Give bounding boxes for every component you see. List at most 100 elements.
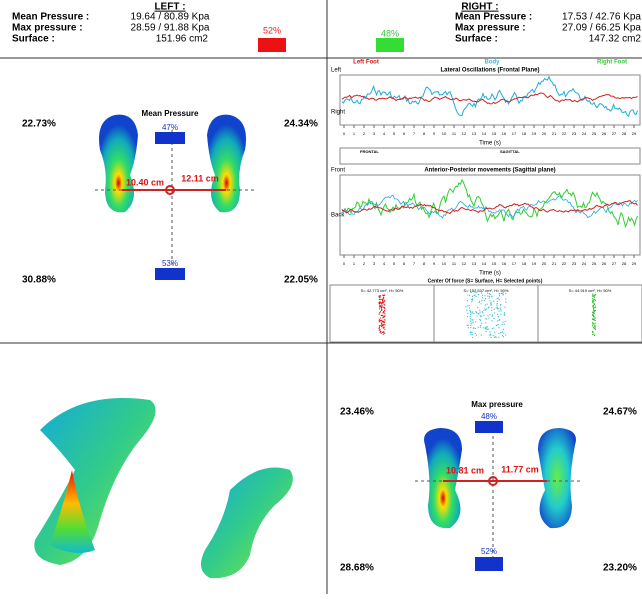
cof-point bbox=[486, 309, 487, 310]
axis-label: Time (s) bbox=[479, 141, 501, 147]
cof-point bbox=[482, 295, 483, 296]
cof-point bbox=[595, 307, 596, 308]
cof-point bbox=[381, 307, 382, 308]
cof-point bbox=[382, 317, 383, 318]
cof-point bbox=[502, 324, 503, 325]
cof-point bbox=[594, 313, 595, 314]
tick-label: 22 bbox=[562, 261, 567, 266]
cof-point bbox=[382, 324, 383, 325]
tick-label: 29 bbox=[632, 131, 637, 136]
plot-frame bbox=[340, 75, 640, 125]
cof-point bbox=[480, 303, 481, 304]
cof-point bbox=[488, 307, 489, 308]
cof-point bbox=[492, 315, 493, 316]
cof-point bbox=[498, 320, 499, 321]
cof-point bbox=[595, 327, 596, 328]
tick-label: 25 bbox=[592, 261, 597, 266]
cof-point bbox=[472, 311, 473, 312]
cof-point bbox=[480, 327, 481, 328]
cof-point bbox=[382, 303, 383, 304]
tick-label: 7 bbox=[413, 131, 416, 136]
cof-point bbox=[491, 316, 492, 317]
axis-label: Left bbox=[331, 68, 341, 74]
back: 52% bbox=[481, 547, 497, 556]
tick-label: 27 bbox=[612, 261, 617, 266]
cof-point bbox=[384, 327, 385, 328]
cof-point bbox=[497, 320, 498, 321]
cof-point bbox=[595, 317, 596, 318]
badge bbox=[258, 38, 286, 52]
cof-point bbox=[384, 315, 385, 316]
cof-point bbox=[383, 295, 384, 296]
tick-label: 18 bbox=[522, 131, 527, 136]
cof-point bbox=[593, 314, 594, 315]
cof-point bbox=[500, 314, 501, 315]
cof-point bbox=[594, 299, 595, 300]
cof-point bbox=[472, 298, 473, 299]
cof-point bbox=[489, 297, 490, 298]
cof-point bbox=[593, 319, 594, 320]
cof-point bbox=[492, 328, 493, 329]
badge-label: 52% bbox=[263, 25, 281, 35]
back: 53% bbox=[162, 259, 178, 268]
cof-point bbox=[502, 331, 503, 332]
cof-point bbox=[490, 337, 491, 338]
tick-label: 15 bbox=[492, 131, 497, 136]
cof-point bbox=[384, 316, 385, 317]
cof-point bbox=[384, 324, 385, 325]
cof-point bbox=[379, 330, 380, 331]
cof-point bbox=[382, 315, 383, 316]
cof-point bbox=[489, 300, 490, 301]
cof-point bbox=[384, 320, 385, 321]
tick-label: 26 bbox=[602, 131, 607, 136]
cof-point bbox=[382, 321, 383, 322]
cof-point bbox=[381, 303, 382, 304]
cof-point bbox=[592, 294, 593, 295]
cof-point bbox=[505, 334, 506, 335]
stabilometry: Left Foot Body Right Foot Lateral Oscill… bbox=[330, 60, 642, 342]
cof-point bbox=[472, 319, 473, 320]
cof-point bbox=[479, 319, 480, 320]
cof-point bbox=[500, 309, 501, 310]
tick-label: 3 bbox=[373, 131, 376, 136]
cof-point bbox=[499, 299, 500, 300]
cof-point bbox=[467, 316, 468, 317]
cof-point bbox=[484, 308, 485, 309]
tick-label: 14 bbox=[482, 261, 487, 266]
cof-point bbox=[593, 308, 594, 309]
cof-point bbox=[383, 312, 384, 313]
value: 19.64 / 80.89 Kpa bbox=[131, 12, 210, 23]
value: 17.53 / 42.76 Kpa bbox=[562, 12, 641, 23]
cof-point bbox=[498, 333, 499, 334]
cof-point bbox=[592, 302, 593, 303]
cof-point bbox=[473, 321, 474, 322]
chart-title: Anterior-Posterior movements (Sagittal p… bbox=[424, 168, 555, 174]
tick-label: 21 bbox=[552, 261, 557, 266]
cof-point bbox=[383, 324, 384, 325]
cof-point bbox=[497, 308, 498, 309]
cof-point bbox=[595, 300, 596, 301]
cof-point bbox=[505, 293, 506, 294]
front: 47% bbox=[162, 123, 178, 132]
tick-label: 4 bbox=[383, 261, 386, 266]
cof-point bbox=[496, 303, 497, 304]
cof-point bbox=[504, 307, 505, 308]
cof-point bbox=[384, 301, 385, 302]
box-label: S= 42.773 cm², H= 50% bbox=[361, 288, 404, 293]
cof-point bbox=[384, 329, 385, 330]
cof-point bbox=[487, 315, 488, 316]
tick-label: 23 bbox=[572, 131, 577, 136]
cof-point bbox=[496, 298, 497, 299]
cof-point bbox=[469, 307, 470, 308]
axis-label: Time (s) bbox=[479, 271, 501, 277]
cof-point bbox=[594, 323, 595, 324]
tick-label: 10 bbox=[442, 131, 447, 136]
footprint bbox=[99, 115, 138, 213]
cof-point bbox=[379, 297, 380, 298]
cof-point bbox=[484, 300, 485, 301]
cof-point bbox=[505, 321, 506, 322]
distance: 12.11 cm bbox=[181, 173, 219, 183]
quadrant: 22.05% bbox=[284, 275, 318, 286]
foot-3d bbox=[201, 468, 293, 579]
legend-item: Right Foot bbox=[597, 60, 627, 66]
